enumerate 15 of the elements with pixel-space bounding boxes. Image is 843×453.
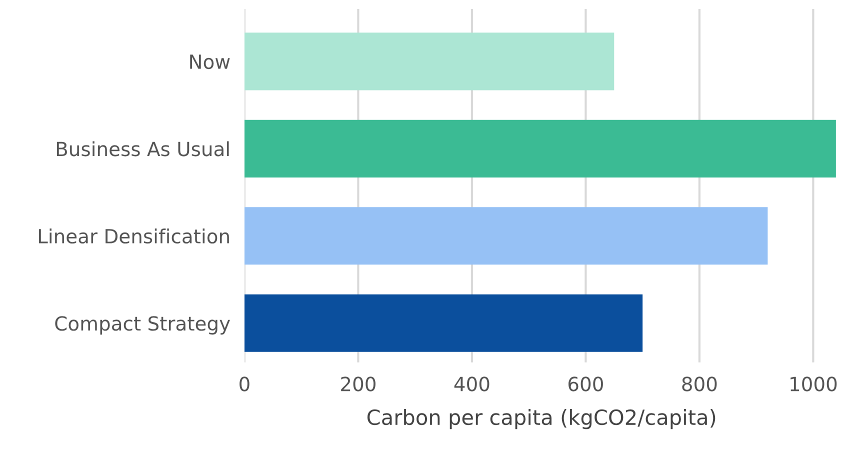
x-tick-label: 600: [568, 376, 603, 392]
x-tick-label: 200: [341, 376, 376, 392]
x-axis-title: Carbon per capita (kgCO2/capita): [367, 408, 716, 430]
bar: [244, 294, 643, 352]
x-tick-label: 400: [454, 376, 490, 392]
bar: [244, 207, 768, 265]
bar: [244, 32, 614, 90]
y-tick-label: Linear Densification: [38, 228, 229, 244]
x-tick-label: 0: [240, 376, 250, 392]
y-tick-label: Compact Strategy: [55, 316, 230, 335]
y-tick-label: Now: [190, 54, 230, 70]
x-tick-label: 800: [682, 376, 717, 392]
y-tick-label: Business As Usual: [56, 141, 229, 156]
x-tick-label: 1000: [790, 376, 837, 392]
bar: [244, 120, 836, 178]
